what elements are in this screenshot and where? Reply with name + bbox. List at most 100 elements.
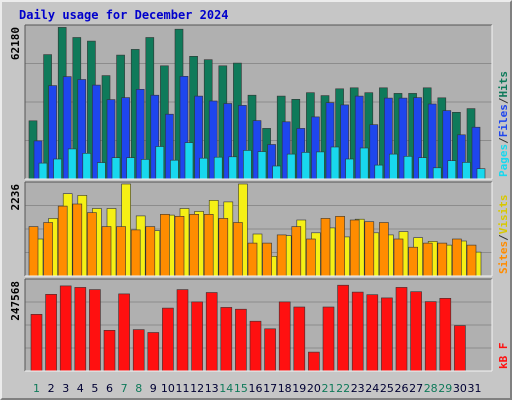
visits-bar-sites-30 [452, 238, 462, 277]
x-tick-day-6: 6 [106, 382, 113, 395]
x-tick-day-17: 17 [263, 382, 277, 395]
kb-bar-kb-f-21 [322, 306, 335, 372]
hits-bar-pages-26 [403, 156, 413, 180]
x-tick-day-7: 7 [121, 382, 128, 395]
visits-bar-sites-10 [160, 214, 170, 277]
x-tick-day-8: 8 [135, 382, 142, 395]
hits-legend-item-1: / [497, 137, 510, 144]
hits-bar-pages-11 [184, 142, 194, 180]
kb-legend-item-2: F [497, 343, 510, 350]
visits-bar-sites-20 [306, 238, 316, 277]
hits-bar-pages-31 [476, 168, 486, 180]
kb-bar-kb-f-27 [410, 291, 422, 372]
hits-bar-pages-27 [418, 157, 427, 180]
visits-bar-sites-5 [87, 212, 97, 277]
hits-bar-pages-29 [447, 160, 457, 180]
visits-bar-sites-14 [218, 218, 229, 277]
visits-bar-sites-11 [174, 216, 185, 277]
hits-legend-item-0: Pages [497, 144, 510, 177]
x-tick-day-13: 13 [205, 382, 219, 395]
hits-bar-pages-19 [301, 152, 311, 180]
hits-tick-max: 62180 [9, 27, 22, 60]
kb-bar-kb-f-18 [278, 301, 291, 372]
kb-bar-kb-f-2 [45, 293, 57, 372]
visits-bar-sites-26 [393, 238, 404, 277]
kb-bar-kb-f-10 [162, 307, 174, 372]
kb-bar-kb-f-19 [293, 306, 306, 372]
visits-bar-sites-13 [203, 214, 214, 277]
hits-bar-pages-17 [272, 165, 281, 180]
x-tick-day-12: 12 [190, 382, 204, 395]
visits-bar-sites-15 [233, 222, 243, 277]
kb-bar-kb-f-3 [59, 285, 72, 372]
hits-legend-item-3: / [497, 97, 510, 104]
hits-bar-pages-30 [462, 162, 471, 180]
visits-bar-sites-7 [116, 226, 126, 277]
x-tick-day-3: 3 [62, 382, 69, 395]
visits-bar-sites-6 [101, 226, 112, 277]
x-tick-day-14: 14 [219, 382, 233, 395]
kb-bar-kb-f-23 [351, 291, 364, 372]
kb-tick-max: 247568 [9, 281, 22, 321]
kb-bar-kb-f-29 [439, 297, 452, 372]
hits-bar-pages-10 [170, 159, 179, 180]
hits-bar-pages-15 [243, 150, 252, 180]
x-tick-day-4: 4 [77, 382, 84, 395]
visits-bar-sites-22 [335, 216, 345, 277]
kb-bar-kb-f-4 [74, 287, 87, 372]
hits-legend-item-2: Files [497, 104, 510, 137]
kb-bar-kb-f-7 [118, 293, 130, 372]
visits-bar-sites-27 [408, 246, 418, 277]
kb-bar-kb-f-14 [220, 307, 233, 372]
hits-bar-pages-22 [345, 158, 354, 180]
kb-bar-kb-f-8 [132, 329, 145, 372]
x-tick-day-19: 19 [292, 382, 306, 395]
x-tick-day-22: 22 [336, 382, 350, 395]
hits-bar-pages-20 [316, 151, 325, 180]
kb-bar-kb-f-13 [205, 292, 218, 372]
x-tick-day-29: 29 [438, 382, 452, 395]
kb-bar-kb-f-20 [308, 351, 320, 372]
visits-bar-sites-12 [189, 214, 199, 277]
hits-bar-pages-9 [155, 146, 165, 180]
visits-bar-sites-31 [466, 244, 477, 277]
kb-bar-kb-f-6 [103, 329, 116, 372]
hits-bar-pages-8 [140, 159, 150, 180]
x-tick-day-10: 10 [161, 382, 175, 395]
hits-bar-pages-1 [38, 162, 48, 180]
visits-bar-sites-4 [72, 203, 83, 277]
x-tick-day-31: 31 [468, 382, 482, 395]
hits-bar-pages-24 [374, 164, 384, 180]
x-tick-day-15: 15 [234, 382, 248, 395]
visits-bar-sites-21 [320, 218, 331, 277]
visits-bar-sites-19 [291, 226, 302, 277]
visits-legend-item-2: Visits [497, 195, 510, 235]
hits-bar-pages-18 [286, 153, 296, 180]
x-tick-day-23: 23 [351, 382, 365, 395]
visits-bar-sites-9 [145, 226, 156, 277]
hits-bar-pages-2 [53, 158, 62, 180]
hits-bar-pages-23 [359, 147, 369, 180]
kb-bar-kb-f-9 [147, 332, 160, 372]
x-tick-day-1: 1 [33, 382, 40, 395]
visits-bar-sites-29 [437, 242, 448, 277]
visits-bar-sites-28 [422, 242, 433, 277]
hits-bar-pages-14 [228, 156, 238, 180]
hits-bar-pages-25 [389, 153, 398, 180]
hits-bar-pages-12 [199, 157, 208, 180]
chart-title: Daily usage for December 2024 [19, 8, 229, 22]
hits-legend-item-4: Hits [497, 71, 510, 98]
visits-bar-sites-8 [130, 229, 141, 277]
x-tick-day-16: 16 [249, 382, 263, 395]
visits-bar-sites-18 [276, 234, 287, 277]
kb-bar-kb-f-15 [235, 308, 247, 372]
visits-bar-sites-16 [247, 242, 258, 277]
x-tick-day-18: 18 [278, 382, 292, 395]
visits-legend-item-0: Sites [497, 241, 510, 274]
x-tick-day-25: 25 [380, 382, 394, 395]
kb-bar-kb-f-22 [337, 284, 349, 372]
visits-bar-sites-2 [43, 222, 53, 277]
visits-tick-max: 2236 [9, 184, 22, 211]
x-tick-day-30: 30 [453, 382, 467, 395]
kb-bar-kb-f-16 [249, 320, 262, 372]
